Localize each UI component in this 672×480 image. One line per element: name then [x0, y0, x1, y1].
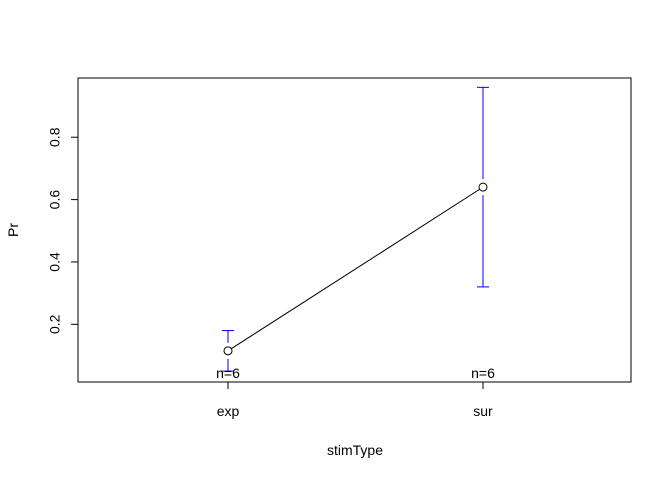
- x-axis: exp sur: [217, 381, 493, 419]
- count-label: n=6: [216, 365, 240, 381]
- x-tick-label: exp: [217, 403, 240, 419]
- series: [227, 186, 484, 352]
- x-axis-title: stimType: [327, 442, 383, 458]
- count-label: n=6: [471, 365, 495, 381]
- error-bars: [222, 86, 489, 372]
- x-tick-label: sur: [473, 403, 493, 419]
- data-points: [223, 182, 488, 356]
- series-line: [227, 186, 484, 352]
- y-axis-title: Pr: [5, 223, 21, 237]
- plot-frame: [77, 77, 632, 383]
- y-tick-label: 0.6: [47, 190, 63, 210]
- count-labels: n=6 n=6: [216, 365, 495, 381]
- data-point: [478, 182, 488, 192]
- y-axis: 0.2 0.4 0.6 0.8: [47, 127, 79, 334]
- error-bar: [222, 330, 234, 372]
- error-bar: [477, 86, 489, 288]
- data-point: [223, 346, 233, 356]
- y-tick-label: 0.8: [47, 127, 63, 147]
- y-tick-label: 0.4: [47, 252, 63, 272]
- y-tick-label: 0.2: [47, 314, 63, 334]
